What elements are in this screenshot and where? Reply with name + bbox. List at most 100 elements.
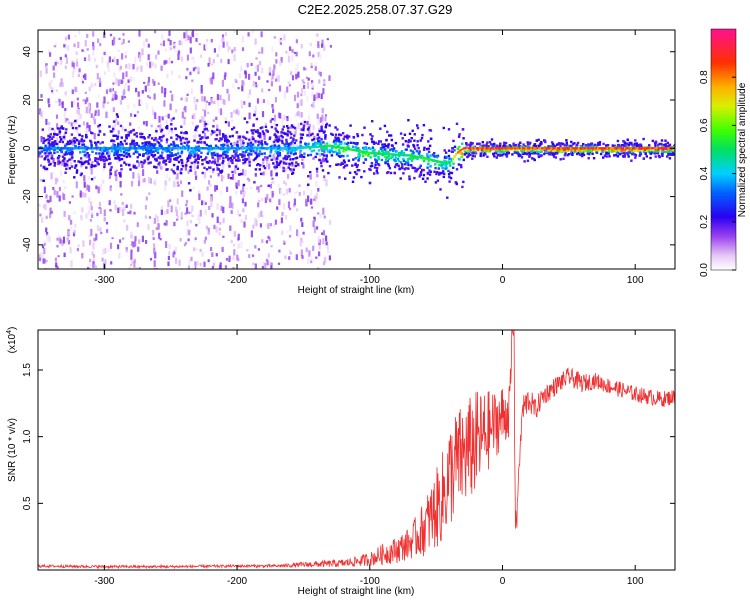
spectrogram-cell (288, 256, 291, 260)
spectrogram-cell (299, 150, 302, 158)
spectrogram-cell (355, 165, 359, 169)
spectrogram-cell (570, 152, 573, 155)
spectrogram-cell (459, 151, 462, 155)
spectrogram-cell (345, 142, 349, 146)
spectrogram-cell (285, 214, 288, 220)
spectrogram-cell (326, 38, 329, 41)
spectrogram-cell (283, 114, 286, 121)
spectrogram-cell (130, 243, 133, 246)
spectrogram-cell (612, 144, 615, 147)
spectrogram-cell (114, 170, 117, 177)
spectrogram-cell (118, 67, 121, 72)
spectrogram-cell (119, 239, 122, 243)
spectrogram-cell (190, 161, 194, 165)
spectrogram-cell (169, 40, 172, 46)
spectrogram-cell (165, 60, 168, 64)
spectrogram-cell (198, 193, 201, 201)
spectrogram-cell (620, 149, 623, 152)
spectrogram-cell (386, 156, 389, 159)
spectrogram-cell (237, 243, 240, 249)
spectrogram-cell (106, 147, 109, 150)
spectrogram-cell (380, 152, 383, 155)
spectrogram-cell (419, 139, 422, 142)
spectrogram-cell (207, 231, 210, 235)
spectrogram-cell (235, 109, 238, 114)
spectrogram-cell (267, 223, 270, 229)
spectrogram-cell (122, 147, 125, 150)
spectrogram-cell (52, 65, 55, 71)
spectrogram-cell (108, 200, 111, 206)
spectrogram-cell (567, 145, 570, 149)
spectrogram-cell (332, 150, 335, 154)
spectrogram-cell (189, 36, 192, 44)
spectrogram-cell (291, 144, 294, 149)
spectrogram-cell (260, 139, 263, 143)
spectrogram-cell (580, 150, 583, 153)
spectrogram-cell (176, 147, 179, 150)
spectrogram-cell (216, 166, 219, 171)
spectrogram-cell (280, 140, 284, 143)
spectrogram-cell (307, 126, 311, 129)
spectrogram-cell (120, 193, 123, 196)
spectrogram-cell (252, 137, 255, 141)
spectrogram-cell (371, 146, 375, 149)
spectrogram-cell (278, 85, 282, 92)
spectrogram-cell (69, 153, 72, 156)
spectrogram-cell (46, 147, 48, 150)
spectrogram-cell (300, 237, 303, 242)
spectrogram-cell (141, 164, 144, 169)
spectrogram-cell (178, 147, 181, 150)
spectrogram-cell (262, 147, 265, 150)
spectrogram-cell (236, 143, 239, 147)
spectrogram-cell (249, 144, 252, 147)
spectrogram-cell (255, 57, 258, 60)
spectrogram-cell (416, 124, 419, 127)
spectrogram-cell (616, 139, 620, 143)
spectrogram-cell (279, 39, 283, 43)
spectrogram-cell (363, 147, 366, 150)
spectrogram-cell (311, 132, 314, 136)
spectrogram-cell (445, 160, 448, 163)
spectrogram-cell (278, 151, 281, 155)
spectrogram-cell (118, 37, 121, 40)
spectrogram-cell (469, 148, 472, 151)
spectrogram-cell (63, 147, 66, 150)
spectrogram-cell (407, 163, 410, 167)
spectrogram-cell (71, 150, 74, 154)
spectrogram-cell (216, 94, 219, 101)
spectrogram-cell (190, 165, 193, 172)
spectrogram-cell (68, 121, 71, 124)
spectrogram-cell (602, 142, 605, 146)
spectrogram-cell (579, 153, 582, 156)
spectrogram-cell (245, 148, 249, 152)
spectrogram-cell (80, 138, 83, 141)
spectrogram-cell (312, 157, 315, 160)
spectrogram-cell (274, 134, 278, 138)
spectrogram-cell (176, 172, 179, 180)
spectrogram-cell (88, 185, 91, 192)
spectrogram-cell (390, 148, 393, 151)
spectrogram-cell (552, 145, 556, 148)
spectrogram-cell (324, 137, 327, 140)
spectrogram-cell (383, 143, 386, 146)
spectrogram-cell (555, 150, 558, 153)
spectrogram-cell (276, 130, 280, 134)
spectrogram-cell (69, 247, 72, 254)
spectrogram-cell (169, 199, 172, 202)
spectrogram-cell (320, 125, 323, 128)
spectrogram-cell (97, 133, 100, 137)
spectrogram-cell (322, 141, 325, 144)
spectrogram-cell (80, 162, 84, 166)
spectrogram-cell (207, 161, 210, 165)
spectrogram-cell (227, 160, 230, 166)
spectrogram-cell (57, 127, 60, 130)
spectrogram-cell (203, 158, 207, 161)
spectrogram-cell (286, 155, 290, 158)
spectrogram-cell (47, 137, 50, 140)
spectrogram-cell (587, 152, 591, 156)
spectrogram-cell (178, 75, 181, 79)
spectrogram-cell (85, 135, 88, 139)
spectrogram-cell (469, 153, 472, 157)
spectrogram-cell (54, 61, 57, 66)
spectrogram-cell (371, 150, 375, 153)
